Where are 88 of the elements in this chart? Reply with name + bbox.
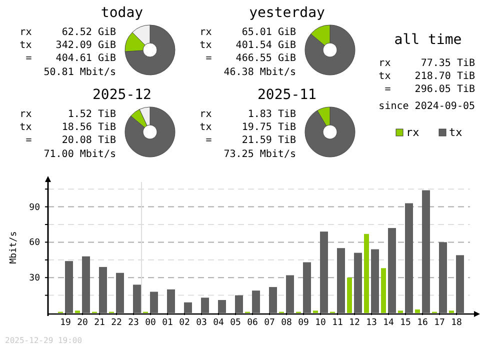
text: tx 19.75 TiB xyxy=(200,122,296,133)
x-tick-label: 19 xyxy=(60,318,71,328)
bar xyxy=(252,290,260,313)
x-tick-label: 01 xyxy=(162,318,173,328)
bar xyxy=(415,309,420,313)
x-tick-label: 23 xyxy=(128,318,139,328)
x-tick-label: 22 xyxy=(111,318,122,328)
bar xyxy=(133,284,141,313)
bar xyxy=(354,252,362,313)
x-tick-label: 13 xyxy=(366,318,377,328)
x-tick-label: 12 xyxy=(349,318,360,328)
x-tick-label: 06 xyxy=(247,318,258,328)
y-tick-label: 90 xyxy=(29,202,40,213)
x-tick-label: 10 xyxy=(315,318,326,328)
x-tick-label: 20 xyxy=(77,318,88,328)
x-tick-label: 15 xyxy=(400,318,411,328)
donut-slice xyxy=(304,106,356,158)
x-tick-label: 03 xyxy=(196,318,207,328)
x-tick-label: 14 xyxy=(383,318,394,328)
bar xyxy=(116,272,124,313)
text: = 404.61 GiB xyxy=(20,53,116,64)
bar xyxy=(65,261,73,313)
x-tick-label: 04 xyxy=(213,318,224,328)
bar xyxy=(235,295,243,313)
text: 50.81 Mbit/s xyxy=(44,67,116,78)
text: since 2024-09-05 xyxy=(378,101,475,112)
text: tx 401.54 GiB xyxy=(200,40,296,51)
chart-title: 2025-12 xyxy=(92,87,152,103)
bar xyxy=(405,203,413,313)
chart-title: yesterday xyxy=(249,5,325,21)
bar xyxy=(320,232,328,313)
donut-slice xyxy=(304,24,356,76)
text: tx 342.09 GiB xyxy=(20,40,116,51)
x-tick-label: 21 xyxy=(94,318,105,328)
y-tick-label: 60 xyxy=(29,238,40,248)
donut-slice xyxy=(130,109,148,128)
bar xyxy=(150,292,158,313)
y-tick-label: 30 xyxy=(29,274,40,284)
text: rx 62.52 GiB xyxy=(20,27,116,38)
bar xyxy=(364,234,369,313)
text: tx 18.56 TiB xyxy=(20,122,116,133)
bar xyxy=(439,242,447,313)
text: rx 1.83 TiB xyxy=(200,109,296,120)
bar xyxy=(381,268,386,313)
y-axis-title: Mbit/s xyxy=(9,231,19,264)
x-tick-label: 07 xyxy=(264,318,275,328)
bar xyxy=(201,298,209,313)
x-tick-label: 17 xyxy=(434,318,445,328)
text: 71.00 Mbit/s xyxy=(44,149,116,160)
x-tick-label: 16 xyxy=(417,318,428,328)
donut-slice xyxy=(124,106,176,158)
bar xyxy=(347,278,352,313)
donut-slice xyxy=(124,24,176,76)
text: tx 218.70 TiB xyxy=(378,71,475,82)
bar xyxy=(422,190,430,313)
bar xyxy=(388,228,396,313)
text: = 20.08 TiB xyxy=(20,135,116,146)
text: 46.38 Mbit/s xyxy=(224,67,296,78)
bar xyxy=(303,262,311,313)
bar xyxy=(184,302,192,313)
bar xyxy=(82,256,90,313)
text: rx 77.35 TiB xyxy=(378,58,475,69)
bar xyxy=(286,275,294,313)
x-tick-label: 09 xyxy=(298,318,309,328)
bar xyxy=(269,287,277,313)
bar xyxy=(456,255,464,313)
legend-label: rx xyxy=(406,126,420,139)
chart-title: today xyxy=(100,5,144,21)
bar xyxy=(99,266,107,313)
text: = 466.55 GiB xyxy=(200,53,296,64)
text: rx 1.52 TiB xyxy=(20,109,116,120)
bar xyxy=(371,249,379,313)
bar xyxy=(218,300,226,313)
x-tick-label: 00 xyxy=(145,318,156,328)
bar xyxy=(337,248,345,313)
x-tick-label: 05 xyxy=(230,318,241,328)
chart-title: 2025-11 xyxy=(257,87,317,103)
x-tick-label: 11 xyxy=(332,318,343,328)
text: 73.25 Mbit/s xyxy=(224,149,296,160)
legend-label: tx xyxy=(449,126,463,139)
text: all time xyxy=(394,32,462,48)
x-tick-label: 08 xyxy=(281,318,292,328)
text: rx 65.01 GiB xyxy=(200,27,296,38)
bar xyxy=(167,289,175,313)
x-tick-label: 02 xyxy=(179,318,190,328)
text: = 296.05 TiB xyxy=(378,84,475,95)
x-tick-label: 18 xyxy=(451,318,462,328)
text: = 21.59 TiB xyxy=(200,135,296,146)
